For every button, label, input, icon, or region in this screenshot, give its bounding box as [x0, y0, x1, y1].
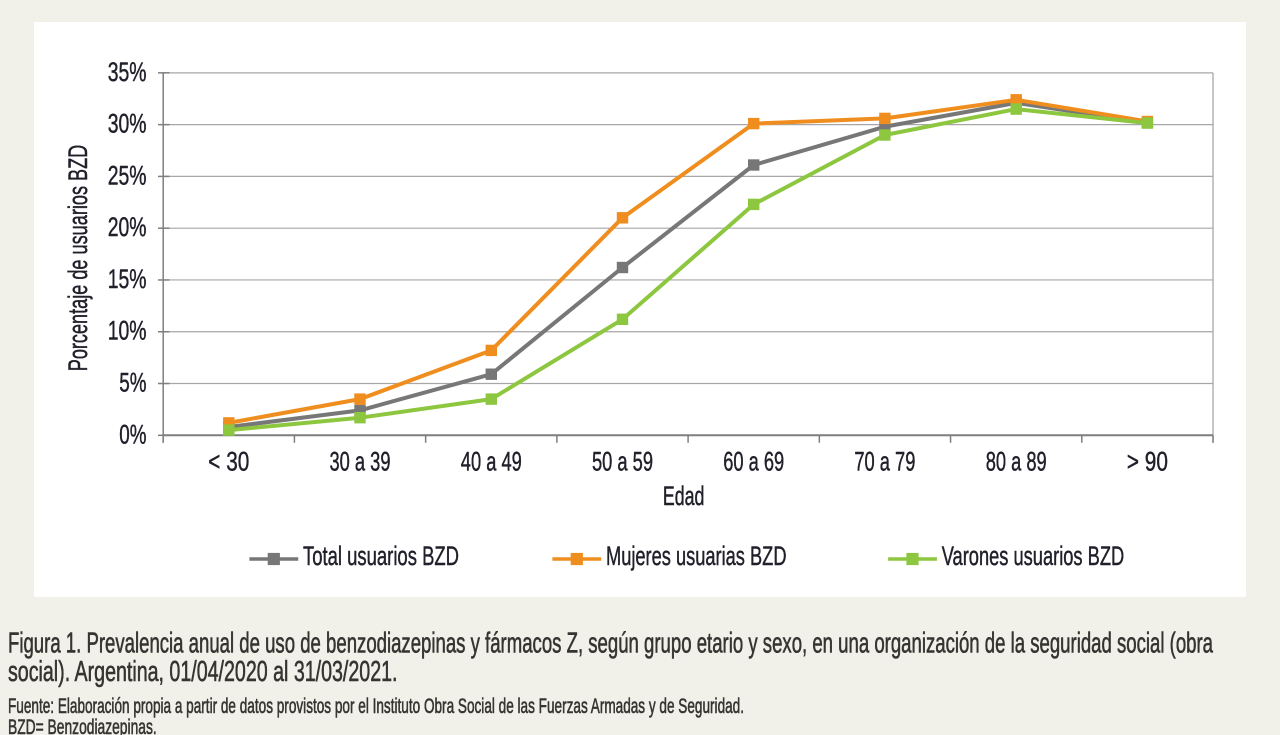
- svg-text:70 a 79: 70 a 79: [854, 446, 915, 476]
- svg-text:60 a 69: 60 a 69: [723, 446, 784, 476]
- svg-text:20%: 20%: [108, 212, 147, 242]
- svg-text:Fuente: Elaboración propia a p: Fuente: Elaboración propia a partir de d…: [8, 695, 744, 718]
- svg-text:30%: 30%: [108, 109, 147, 139]
- svg-text:social). Argentina, 01/04/2020: social). Argentina, 01/04/2020 al 31/03/…: [8, 656, 398, 688]
- svg-text:25%: 25%: [108, 160, 147, 190]
- svg-text:50 a 59: 50 a 59: [592, 446, 653, 476]
- svg-text:< 30: < 30: [208, 446, 249, 476]
- svg-text:30 a 39: 30 a 39: [330, 446, 391, 476]
- svg-text:Figura 1. Prevalencia anual de: Figura 1. Prevalencia anual de uso de be…: [8, 628, 1214, 660]
- svg-text:10%: 10%: [108, 316, 147, 346]
- svg-text:Edad: Edad: [663, 481, 705, 511]
- svg-text:Porcentaje de usuarios BZD: Porcentaje de usuarios BZD: [63, 145, 93, 372]
- svg-text:BZD= Benzodiazepinas.: BZD= Benzodiazepinas.: [8, 716, 157, 735]
- svg-text:35%: 35%: [108, 57, 147, 87]
- svg-text:> 90: > 90: [1127, 446, 1168, 476]
- svg-text:5%: 5%: [119, 368, 146, 398]
- svg-text:Total usuarios BZD: Total usuarios BZD: [303, 541, 459, 571]
- svg-text:15%: 15%: [108, 264, 147, 294]
- svg-text:80 a 89: 80 a 89: [986, 446, 1047, 476]
- svg-text:0%: 0%: [119, 419, 146, 449]
- svg-text:Varones usuarios BZD: Varones usuarios BZD: [942, 541, 1124, 571]
- svg-text:40 a 49: 40 a 49: [461, 446, 522, 476]
- svg-text:Mujeres usuarias BZD: Mujeres usuarias BZD: [606, 541, 787, 571]
